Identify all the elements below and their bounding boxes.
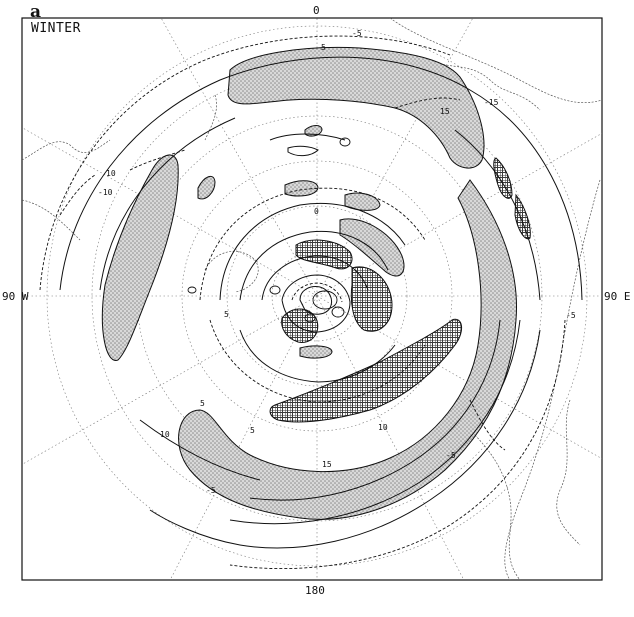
contour-label: -10 — [98, 188, 113, 197]
stipple-small-1 — [197, 175, 216, 200]
hatch-east-narrow-2 — [514, 193, 531, 240]
meridian-label-90e: 90 E — [604, 290, 631, 303]
contour-label: 0 — [314, 207, 319, 216]
hatch-inner-left — [281, 308, 319, 343]
coastlines — [22, 18, 602, 580]
contour-value-labels: -5 5 -10 10 -15 15 0 5 -5 5 10 -5 15 5 -… — [98, 29, 576, 495]
panel-letter: a — [30, 2, 42, 22]
hatch-inner-top — [295, 239, 353, 270]
contour-label: 5 — [250, 426, 255, 435]
contour-label: 5 — [224, 310, 229, 319]
meridian-label-90w: 90 W — [2, 290, 29, 303]
season-label: WINTER — [31, 21, 81, 36]
stipple-regions — [101, 47, 518, 520]
stipple-north-band — [227, 47, 485, 169]
contour-label: 15 — [440, 107, 450, 116]
stipple-inner-east — [339, 218, 405, 277]
contour-label: 10 — [378, 423, 388, 432]
contour-lines-dashed — [39, 35, 566, 570]
contour-label: -15 — [484, 98, 499, 107]
stipple-small-5 — [304, 125, 323, 137]
meridian-label-180: 180 — [305, 584, 325, 597]
stipple-west-strip — [101, 154, 179, 361]
contour-label: 10 — [160, 430, 170, 439]
contour-label: -5 — [352, 29, 362, 38]
stipple-small-4 — [299, 345, 333, 359]
contour-label: -5 — [566, 311, 576, 320]
contour-label: -5 — [206, 486, 216, 495]
stipple-small-2 — [284, 180, 319, 197]
contour-label: 5 — [200, 399, 205, 408]
polar-small-contours — [187, 137, 351, 323]
contour-label: 10 — [106, 169, 116, 178]
contour-label: -5 — [446, 451, 456, 460]
contour-label: 5 — [321, 43, 326, 52]
meridian-label-0: 0 — [313, 4, 320, 17]
contour-lines-solid — [59, 56, 583, 549]
map-frame — [21, 17, 603, 581]
hatch-east-narrow-1 — [493, 157, 513, 199]
contour-label: 15 — [322, 460, 332, 469]
hatch-inner-right — [350, 266, 393, 332]
